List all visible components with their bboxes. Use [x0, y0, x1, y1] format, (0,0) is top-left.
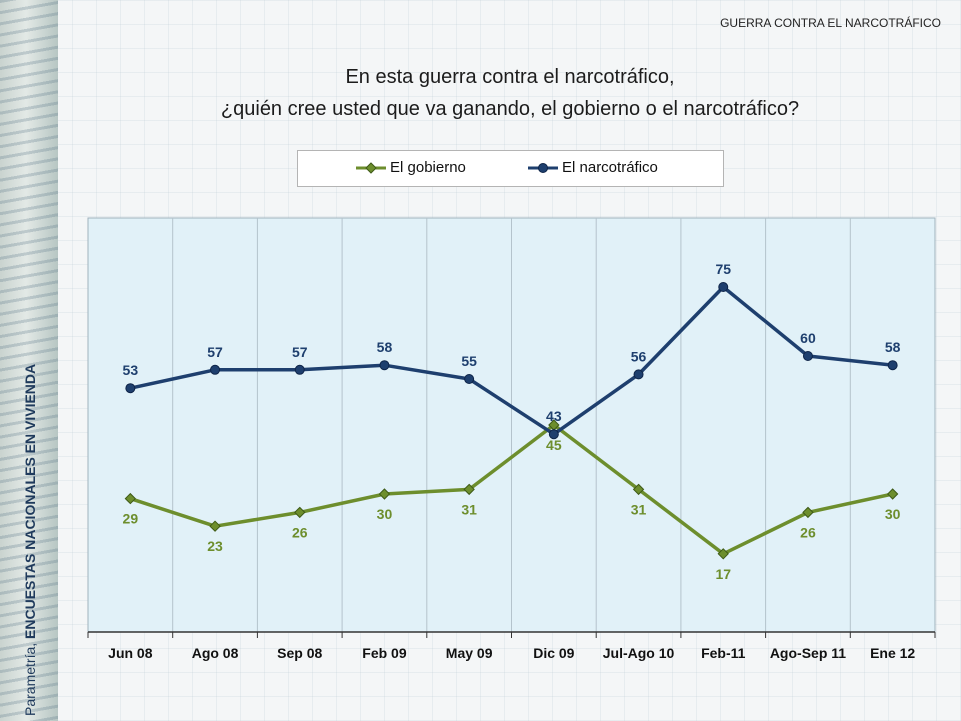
- data-label-narco: 57: [292, 344, 308, 360]
- marker-narco: [802, 351, 813, 361]
- marker-narco: [294, 364, 305, 375]
- legend-label-gobierno: El gobierno: [390, 159, 466, 176]
- legend-marker-gobierno: [356, 161, 386, 174]
- x-tick-label: Jun 08: [108, 645, 153, 661]
- marker-narco: [125, 383, 136, 394]
- chart-title-line-2: ¿quién cree usted que va ganando, el gob…: [220, 98, 800, 120]
- data-label-narco: 75: [715, 261, 731, 277]
- x-tick-label: Dic 09: [533, 645, 574, 661]
- section-tag: GUERRA CONTRA EL NARCOTRÁFICO: [720, 16, 941, 30]
- marker-gobierno: [463, 483, 475, 496]
- data-label-narco: 53: [123, 362, 139, 378]
- x-tick-label: Feb-11: [701, 645, 746, 661]
- data-label-narco: 58: [377, 339, 393, 355]
- data-label-narco: 43: [546, 408, 562, 424]
- legend-marker-narco: [528, 162, 558, 173]
- marker-narco: [548, 429, 559, 440]
- x-tick-label: Ago-Sep 11: [770, 645, 846, 661]
- data-label-gobierno: 30: [885, 506, 901, 522]
- marker-gobierno: [209, 520, 221, 532]
- series-line-narco: [129, 285, 893, 436]
- data-label-gobierno: 31: [631, 501, 647, 517]
- marker-gobierno: [886, 488, 899, 500]
- x-tick-label: Jul-Ago 10: [603, 645, 675, 661]
- series-line-gobierno: [129, 423, 893, 556]
- data-label-gobierno: 29: [123, 511, 139, 527]
- x-tick-label: Feb 09: [362, 645, 407, 661]
- data-label-gobierno: 23: [207, 538, 223, 554]
- data-label-narco: 58: [885, 339, 901, 355]
- marker-narco: [464, 374, 475, 384]
- data-label-gobierno: 45: [546, 437, 562, 453]
- data-label-narco: 55: [461, 353, 477, 369]
- marker-gobierno: [378, 488, 391, 500]
- legend-label-narco: El narcotráfico: [562, 159, 658, 176]
- marker-gobierno: [717, 548, 729, 560]
- data-label-gobierno: 26: [292, 524, 308, 540]
- marker-narco: [379, 360, 390, 371]
- left-decorative-strip: [0, 0, 58, 721]
- data-label-gobierno: 30: [377, 506, 393, 522]
- chart-legend: El gobierno El narcotráfico: [297, 150, 724, 187]
- x-tick-label: May 09: [446, 645, 493, 661]
- data-label-narco: 60: [800, 330, 816, 346]
- marker-gobierno: [294, 506, 306, 519]
- marker-narco: [718, 282, 729, 292]
- marker-narco: [887, 360, 898, 371]
- marker-gobierno: [632, 483, 645, 496]
- marker-gobierno: [124, 492, 137, 505]
- chart-title-line-1: En esta guerra contra el narcotráfico,: [345, 66, 675, 88]
- x-tick-label: Ene 12: [870, 645, 915, 661]
- legend-item-gobierno: El gobierno: [356, 159, 466, 176]
- x-tick-label: Sep 08: [277, 645, 322, 661]
- legend-item-narco: El narcotráfico: [528, 159, 658, 176]
- data-label-gobierno: 26: [800, 524, 816, 540]
- data-label-narco: 56: [631, 348, 647, 364]
- marker-narco: [633, 369, 644, 380]
- marker-gobierno: [802, 506, 814, 519]
- data-label-narco: 57: [207, 344, 223, 360]
- data-label-gobierno: 17: [715, 566, 731, 582]
- data-label-gobierno: 31: [461, 501, 477, 517]
- marker-narco: [210, 364, 221, 375]
- x-tick-label: Ago 08: [192, 645, 239, 661]
